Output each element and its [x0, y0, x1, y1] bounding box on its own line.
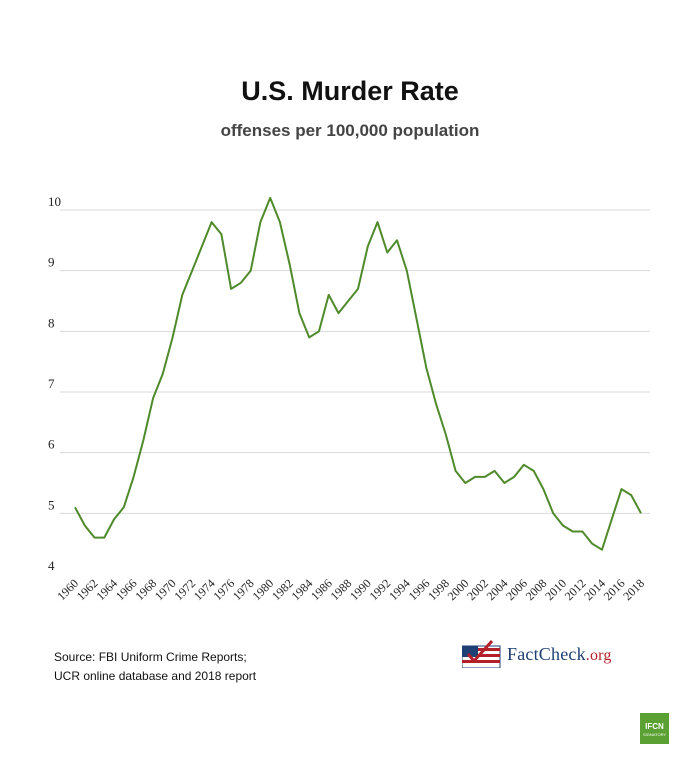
- y-tick-label: 9: [48, 255, 55, 270]
- y-tick-label: 4: [48, 558, 55, 573]
- y-tick-label: 7: [48, 376, 55, 391]
- y-axis-ticks: 4 5 6 7 8 9 10: [48, 194, 61, 573]
- source-line-1: Source: FBI Uniform Crime Reports;: [54, 650, 247, 664]
- source-note: Source: FBI Uniform Crime Reports; UCR o…: [54, 648, 256, 686]
- ifcn-badge[interactable]: IFCN SIGNATORY: [640, 713, 669, 744]
- source-line-2: UCR online database and 2018 report: [54, 669, 257, 683]
- flag-check-icon: [462, 640, 501, 668]
- y-tick-label: 5: [48, 497, 55, 512]
- logo-suffix: .org: [585, 646, 612, 664]
- ifcn-badge-subtext: SIGNATORY: [642, 732, 667, 737]
- y-tick-label: 8: [48, 315, 55, 330]
- chart-subtitle: offenses per 100,000 population: [220, 121, 480, 140]
- logo-text: FactCheck.org: [507, 644, 612, 665]
- series-line: [74, 196, 642, 551]
- chart-title: U.S. Murder Rate: [241, 76, 459, 106]
- ifcn-badge-text: IFCN: [645, 722, 664, 731]
- y-tick-label: 10: [48, 194, 61, 209]
- logo-main: FactCheck: [507, 643, 586, 664]
- x-axis-ticks: 1960196219641966196819701972197419761978…: [54, 576, 647, 603]
- x-tick-label: 2018: [620, 576, 647, 603]
- series-group: [74, 196, 642, 551]
- line-chart: 4 5 6 7 8 9 10 1960196219641966196819701972197…: [48, 194, 650, 603]
- factcheck-logo[interactable]: FactCheck.org: [462, 639, 612, 669]
- y-tick-label: 6: [48, 437, 55, 452]
- gridlines: [60, 209, 650, 514]
